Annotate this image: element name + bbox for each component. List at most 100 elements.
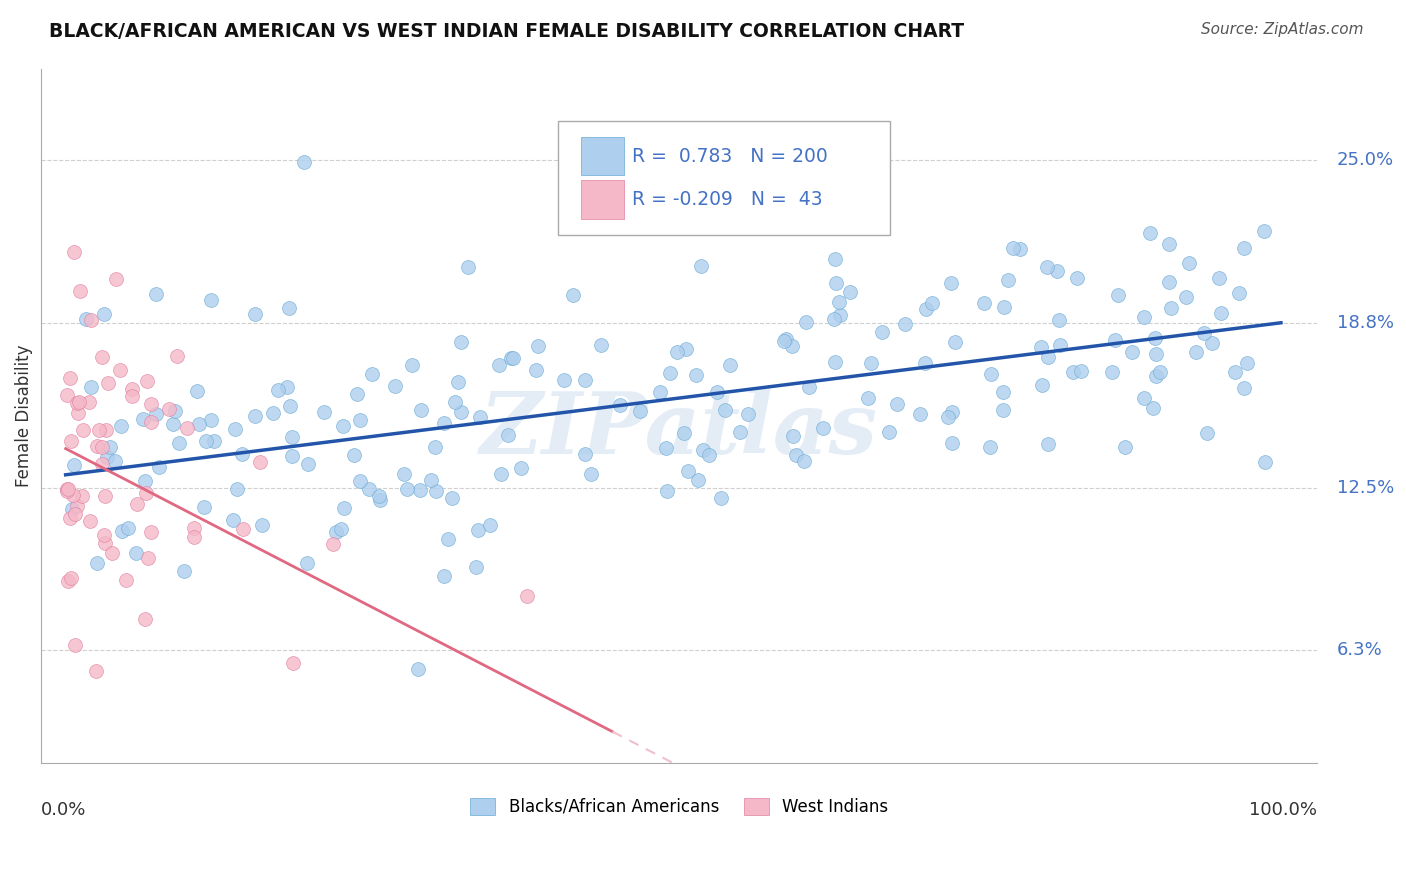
Point <box>276 380 298 394</box>
Point <box>195 434 218 449</box>
Point <box>658 366 681 380</box>
Text: 100.0%: 100.0% <box>1250 801 1317 820</box>
Point <box>675 342 697 356</box>
Point <box>69 285 91 299</box>
Point <box>997 272 1019 286</box>
Point <box>141 415 163 429</box>
Point <box>516 590 538 604</box>
Point <box>436 532 458 546</box>
Point <box>1144 368 1167 383</box>
Point <box>245 409 267 424</box>
Point <box>394 467 416 481</box>
Point <box>292 155 315 169</box>
Point <box>166 349 188 363</box>
Point <box>824 276 846 290</box>
Point <box>830 308 852 322</box>
Point <box>856 391 879 405</box>
Point <box>650 384 672 399</box>
Point <box>1208 271 1230 285</box>
Point <box>281 449 304 463</box>
Point <box>1143 331 1166 345</box>
Point <box>1139 227 1161 241</box>
Point <box>110 419 132 434</box>
Point <box>312 405 335 419</box>
Point <box>1008 242 1031 256</box>
Point <box>509 460 531 475</box>
Point <box>1142 401 1164 415</box>
Point <box>200 293 222 307</box>
Point <box>1254 455 1277 469</box>
Point <box>117 521 139 535</box>
Point <box>266 383 288 397</box>
Point <box>872 326 894 340</box>
Point <box>202 434 225 448</box>
Point <box>1227 286 1250 301</box>
Point <box>104 271 127 285</box>
Point <box>231 447 253 461</box>
Point <box>93 489 115 503</box>
Point <box>278 399 301 413</box>
Point <box>56 483 79 497</box>
Point <box>349 413 371 427</box>
Point <box>799 380 821 394</box>
Point <box>686 473 709 487</box>
Point <box>433 416 456 430</box>
Point <box>936 410 959 425</box>
Point <box>991 403 1014 417</box>
Point <box>1133 391 1156 405</box>
Point <box>943 334 966 349</box>
Point <box>384 378 406 392</box>
Point <box>1062 365 1084 379</box>
Point <box>679 190 702 204</box>
Point <box>973 296 995 310</box>
Point <box>343 448 366 462</box>
Point <box>401 359 423 373</box>
Point <box>409 403 432 417</box>
Point <box>96 450 118 464</box>
Point <box>188 417 211 432</box>
Point <box>1036 351 1059 365</box>
Point <box>1101 365 1123 379</box>
Point <box>346 386 368 401</box>
Point <box>574 373 596 387</box>
Point <box>97 376 120 390</box>
Point <box>782 429 804 443</box>
Point <box>101 546 124 560</box>
Point <box>134 612 156 626</box>
Point <box>690 259 713 273</box>
Point <box>886 396 908 410</box>
Point <box>1114 440 1136 454</box>
Point <box>457 260 479 274</box>
Point <box>420 473 443 487</box>
Point <box>65 638 87 652</box>
Point <box>183 521 205 535</box>
Legend: Blacks/African Americans, West Indians: Blacks/African Americans, West Indians <box>463 789 897 824</box>
Point <box>94 535 117 549</box>
Point <box>349 475 371 489</box>
Point <box>72 489 94 503</box>
Point <box>1046 264 1069 278</box>
FancyBboxPatch shape <box>581 179 624 219</box>
Point <box>100 440 122 454</box>
Point <box>125 497 148 511</box>
Point <box>225 482 247 496</box>
Point <box>685 368 707 383</box>
Point <box>1157 236 1180 251</box>
Point <box>245 307 267 321</box>
Point <box>1104 333 1126 347</box>
Point <box>297 457 319 471</box>
Point <box>824 354 846 368</box>
Point <box>1066 270 1088 285</box>
Point <box>589 338 612 352</box>
Point <box>450 405 472 419</box>
Point <box>281 656 304 670</box>
Point <box>1201 335 1223 350</box>
Point <box>710 491 733 506</box>
Point <box>396 482 419 496</box>
Point <box>561 288 583 302</box>
Point <box>447 376 470 390</box>
Point <box>1031 378 1053 392</box>
Point <box>139 397 162 411</box>
Point <box>96 423 118 437</box>
Point <box>66 500 89 514</box>
